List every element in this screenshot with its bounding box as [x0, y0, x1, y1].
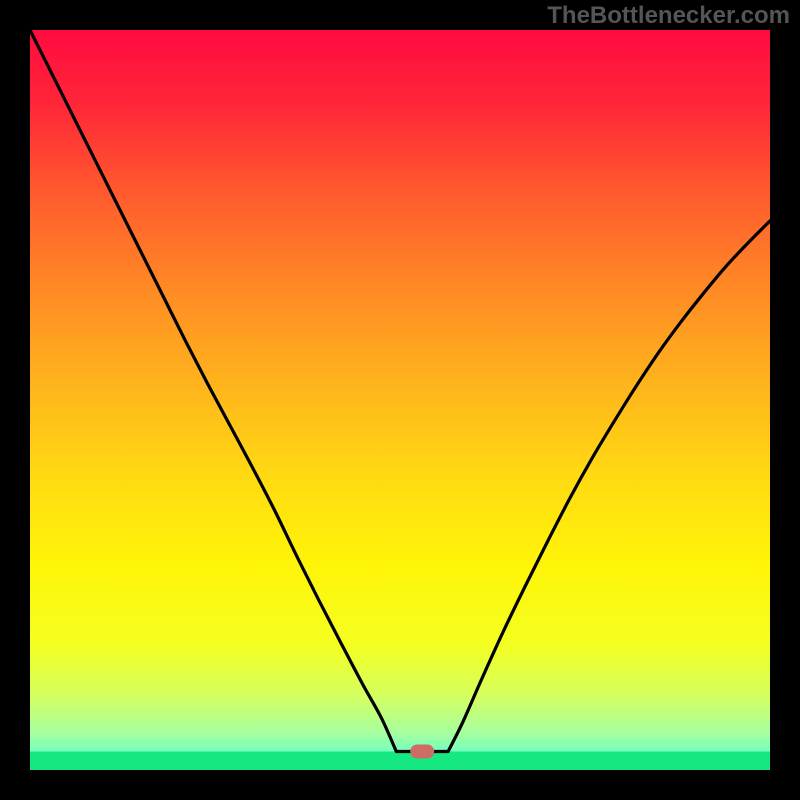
watermark-text: TheBottlenecker.com — [547, 2, 790, 30]
optimal-marker — [410, 745, 434, 759]
plot-area — [30, 30, 770, 770]
gradient-background — [30, 30, 770, 770]
chart-svg — [30, 30, 770, 770]
chart-frame: TheBottlenecker.com — [0, 0, 800, 800]
green-band — [30, 752, 770, 771]
